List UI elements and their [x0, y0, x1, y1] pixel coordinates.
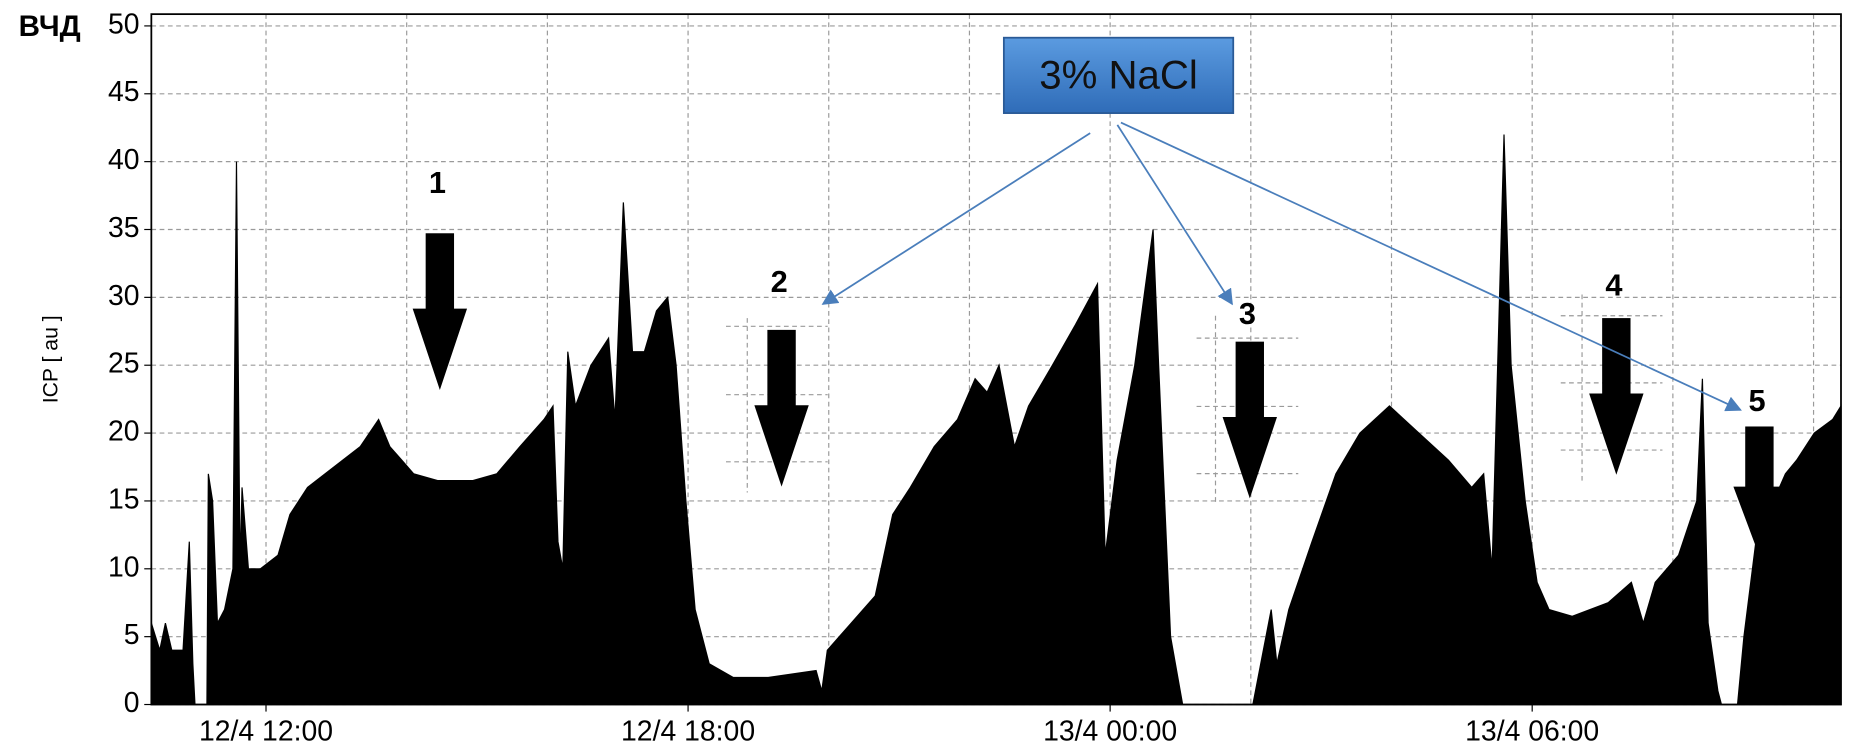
arrow-head [412, 308, 468, 390]
y-tick-label: 5 [124, 619, 140, 651]
x-tick-label: 13/4 06:00 [1465, 715, 1599, 747]
y-tick-label: 30 [108, 280, 140, 312]
y-axis-label: ICP [ au ] [39, 315, 63, 403]
y-tick-label: 20 [108, 416, 140, 448]
y-tick-label: 35 [108, 212, 140, 244]
y-tick-label: 25 [108, 348, 140, 380]
arrow-shaft [1745, 426, 1774, 489]
annotation-box [1002, 36, 1235, 114]
marker-label: 2 [771, 264, 788, 299]
annotation-text: 3% NaCl [1039, 52, 1198, 97]
marker-label: 4 [1605, 268, 1622, 303]
pointer-arrow [821, 132, 1091, 305]
marker-label: 3 [1239, 296, 1256, 331]
arrow-head [1733, 486, 1786, 557]
plot [150, 134, 1842, 706]
y-tick-label: 45 [108, 76, 140, 108]
arrow-shaft [425, 233, 455, 312]
x-tick-label: 12/4 18:00 [621, 715, 755, 747]
marker-label: 1 [429, 165, 446, 200]
arrow-head [754, 405, 809, 487]
pointer-arrow [1116, 124, 1233, 306]
arrow-shaft [767, 329, 796, 408]
x-tick-label: 12/4 12:00 [199, 715, 333, 747]
y-tick-label: 0 [124, 687, 140, 719]
y-tick-label: 50 [108, 8, 140, 40]
pointer-arrow [1120, 121, 1742, 412]
y-tick-label: 40 [108, 144, 140, 176]
arrow-head [1222, 417, 1277, 499]
corner-label: ВЧД [19, 10, 81, 43]
plot-frame [150, 13, 1842, 706]
x-tick-label: 13/4 00:00 [1043, 715, 1177, 747]
y-tick-label: 10 [108, 551, 140, 583]
marker-arrows: 1 2 3 4 5 [412, 165, 1786, 557]
arrow-shaft [1235, 341, 1264, 420]
y-tick-label: 15 [108, 483, 140, 515]
arrow-head [1589, 393, 1644, 475]
marker-label: 5 [1748, 383, 1765, 418]
area [150, 134, 1842, 706]
